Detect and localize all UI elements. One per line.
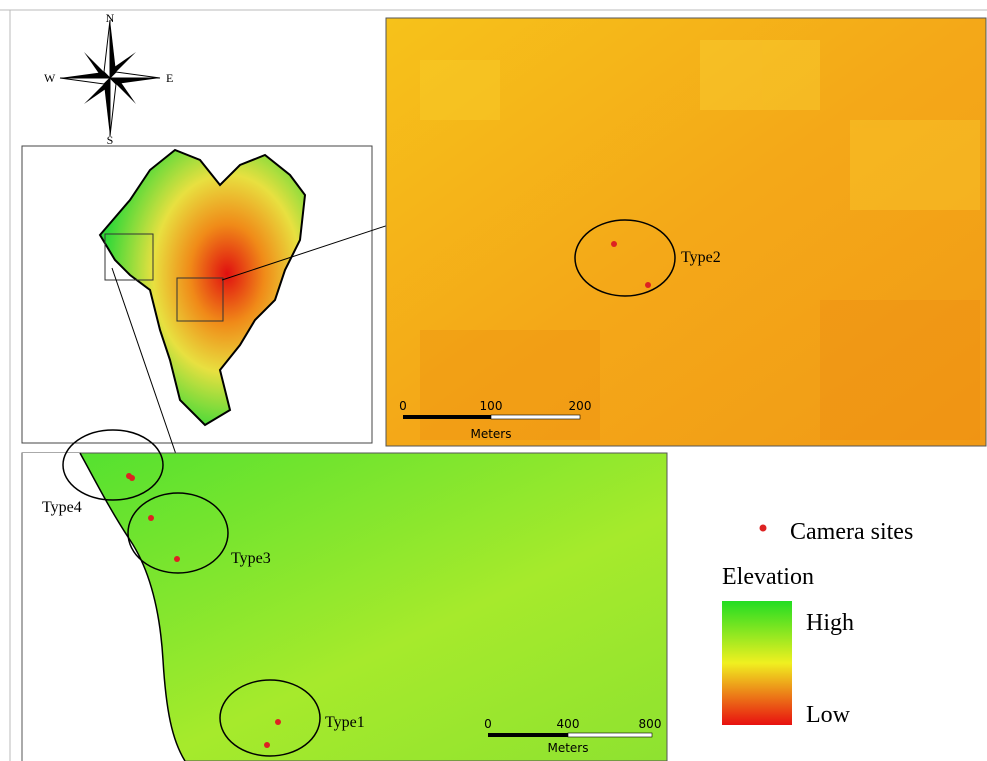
scale-bar bbox=[568, 733, 652, 737]
site-label: Type3 bbox=[231, 550, 271, 567]
scale-unit: Meters bbox=[470, 427, 511, 441]
legend-label: Low bbox=[806, 702, 851, 728]
legend-label: Camera sites bbox=[790, 519, 913, 545]
camera-site bbox=[174, 556, 180, 562]
camera-site bbox=[148, 515, 154, 521]
compass bbox=[60, 20, 160, 136]
camera-site bbox=[129, 475, 135, 481]
camera-site bbox=[264, 742, 270, 748]
compass-w: W bbox=[44, 71, 56, 85]
site-label: Type4 bbox=[42, 499, 82, 516]
site-label: Type2 bbox=[681, 249, 721, 266]
scale-label: 100 bbox=[480, 399, 503, 413]
compass-e: E bbox=[166, 71, 173, 85]
compass-s: S bbox=[107, 133, 114, 147]
scale-bar bbox=[491, 415, 580, 419]
scale-label: 0 bbox=[399, 399, 407, 413]
legend-label: High bbox=[806, 610, 854, 636]
camera-site bbox=[611, 241, 617, 247]
scale-label: 200 bbox=[569, 399, 592, 413]
scale-bar bbox=[488, 733, 568, 737]
scale-label: 800 bbox=[639, 717, 662, 731]
camera-site bbox=[645, 282, 651, 288]
scale-label: 0 bbox=[484, 717, 492, 731]
scale-bar bbox=[403, 415, 491, 419]
legend-title: Elevation bbox=[722, 564, 814, 590]
elevation-ramp bbox=[722, 601, 792, 725]
scale-unit: Meters bbox=[547, 741, 588, 755]
site-label: Type1 bbox=[325, 714, 365, 731]
scale-label: 400 bbox=[557, 717, 580, 731]
compass-n: N bbox=[106, 11, 115, 25]
map-figure: N S E W Type2 0 100 200 Meters Type4 Typ… bbox=[0, 0, 987, 761]
legend-symbol bbox=[760, 525, 767, 532]
camera-site bbox=[275, 719, 281, 725]
